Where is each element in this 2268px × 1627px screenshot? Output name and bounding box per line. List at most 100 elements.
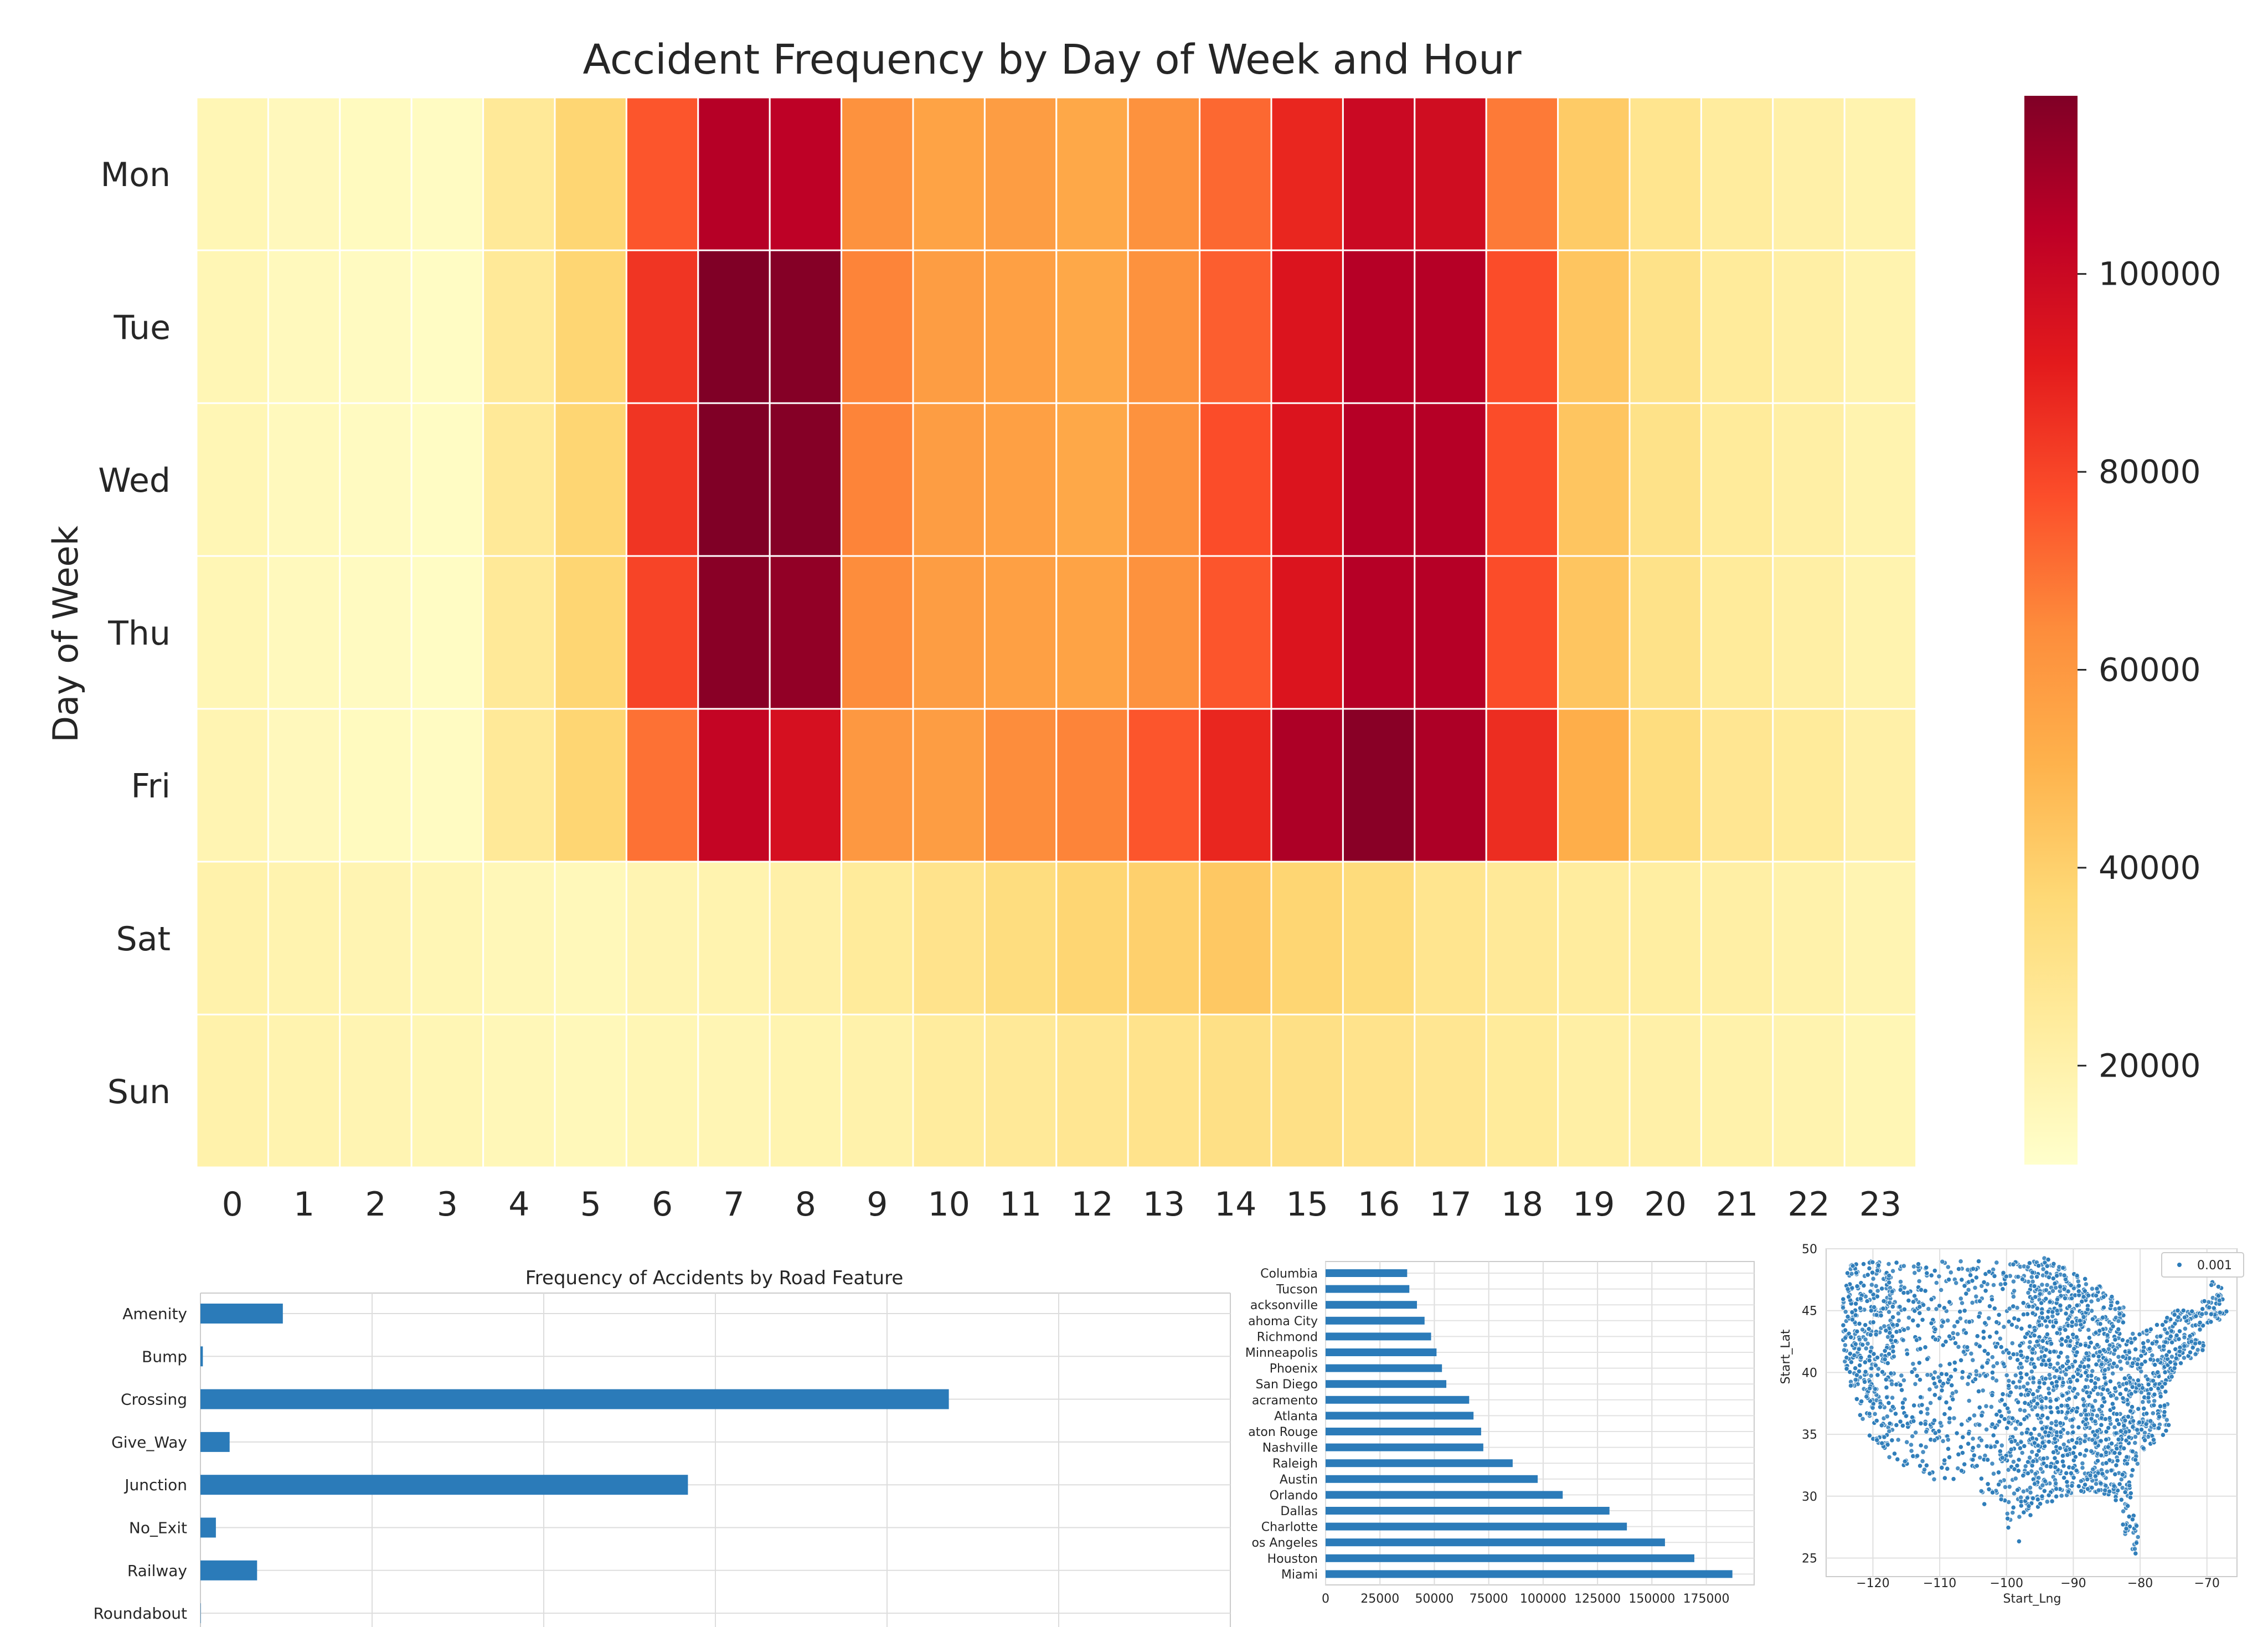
heatmap-cells bbox=[195, 96, 1918, 1168]
scatter-point bbox=[2042, 1381, 2047, 1386]
scatter-point bbox=[1898, 1279, 1904, 1285]
heatmap-cell bbox=[1628, 1013, 1702, 1168]
scatter-point bbox=[2081, 1314, 2086, 1320]
legend-marker bbox=[2177, 1263, 2182, 1267]
scatter-point bbox=[2075, 1279, 2081, 1284]
scatter-point bbox=[1894, 1260, 1899, 1265]
scatter-point bbox=[2076, 1283, 2081, 1289]
heatmap-cell bbox=[983, 96, 1058, 251]
scatter-point bbox=[2099, 1422, 2104, 1428]
heatmap-cell bbox=[625, 402, 699, 557]
scatter-point bbox=[1941, 1381, 1946, 1387]
scatter-point bbox=[1853, 1301, 1859, 1306]
city-label: Austin bbox=[1280, 1473, 1318, 1487]
heatmap-cell bbox=[1127, 708, 1201, 863]
scatter-point bbox=[1984, 1444, 1989, 1449]
scatter-point bbox=[2016, 1457, 2022, 1463]
scatter-point bbox=[2051, 1261, 2056, 1266]
scatter-point bbox=[2074, 1378, 2080, 1383]
heatmap-y-tick-label: Sun bbox=[107, 1073, 171, 1111]
scatter-point bbox=[1895, 1456, 1900, 1462]
scatter-point bbox=[1993, 1344, 1999, 1350]
scatter-point bbox=[1940, 1259, 1945, 1264]
scatter-point bbox=[1871, 1351, 1877, 1357]
scatter-point bbox=[2050, 1324, 2056, 1329]
scatter-point bbox=[1960, 1434, 1966, 1440]
scatter-point bbox=[2112, 1337, 2118, 1342]
scatter-point bbox=[1850, 1263, 1855, 1269]
scatter-point bbox=[2105, 1332, 2110, 1338]
scatter-point bbox=[2040, 1413, 2045, 1418]
scatter-point bbox=[2102, 1487, 2108, 1493]
scatter-point bbox=[1973, 1368, 1979, 1374]
scatter-point bbox=[2197, 1340, 2203, 1346]
heatmap-title: Accident Frequency by Day of Week and Ho… bbox=[583, 36, 1522, 84]
scatter-point bbox=[1994, 1412, 1999, 1418]
scatter-point bbox=[1998, 1281, 2003, 1287]
scatter-point bbox=[2100, 1386, 2106, 1392]
scatter-point bbox=[1953, 1280, 1959, 1286]
scatter-point bbox=[2124, 1454, 2130, 1460]
scatter-point bbox=[2138, 1353, 2144, 1358]
scatter-point bbox=[2045, 1315, 2050, 1320]
scatter-point bbox=[2139, 1362, 2145, 1367]
scatter-point bbox=[2138, 1427, 2145, 1433]
scatter-point bbox=[1886, 1273, 1892, 1278]
scatter-point bbox=[1906, 1315, 1911, 1320]
scatter-point bbox=[2017, 1343, 2023, 1348]
scatter-point bbox=[2137, 1419, 2142, 1425]
heatmap-x-tick-label: 0 bbox=[222, 1185, 243, 1224]
scatter-point bbox=[2080, 1460, 2085, 1466]
heatmap-x-tick-label: 15 bbox=[1286, 1185, 1328, 1224]
scatter-point bbox=[2012, 1288, 2017, 1294]
scatter-point bbox=[2182, 1343, 2187, 1349]
scatter-point bbox=[2102, 1375, 2107, 1381]
scatter-point bbox=[1881, 1298, 1886, 1304]
scatter-point bbox=[2207, 1305, 2212, 1310]
scatter-point bbox=[2187, 1350, 2193, 1355]
scatter-point bbox=[2097, 1349, 2102, 1355]
city-bar bbox=[1326, 1285, 1410, 1293]
scatter-point bbox=[1932, 1438, 1937, 1443]
scatter-point bbox=[1904, 1439, 1910, 1445]
scatter-point bbox=[1920, 1449, 1926, 1455]
scatter-point bbox=[1873, 1332, 1879, 1337]
scatter-point bbox=[1861, 1283, 1867, 1288]
scatter-point bbox=[1872, 1386, 1878, 1392]
scatter-point bbox=[2058, 1302, 2063, 1308]
scatter-point bbox=[2074, 1409, 2079, 1414]
scatter-point bbox=[1900, 1423, 1905, 1428]
scatter-point bbox=[2024, 1495, 2030, 1501]
scatter-point bbox=[1900, 1400, 1906, 1405]
scatter-point bbox=[1879, 1423, 1884, 1428]
scatter-point bbox=[1882, 1324, 1887, 1329]
scatter-point bbox=[1972, 1285, 1978, 1290]
heatmap-cell bbox=[195, 861, 269, 1016]
scatter-point bbox=[2169, 1340, 2175, 1345]
city-bar bbox=[1326, 1475, 1538, 1483]
scatter-point bbox=[2071, 1444, 2077, 1450]
scatter-point bbox=[2047, 1372, 2052, 1378]
scatter-point bbox=[2112, 1450, 2117, 1455]
scatter-point bbox=[2021, 1384, 2027, 1389]
heatmap-cell bbox=[1485, 861, 1559, 1016]
scatter-point bbox=[2017, 1514, 2022, 1520]
heatmap-cell bbox=[1055, 96, 1129, 251]
heatmap-cell bbox=[625, 861, 699, 1016]
scatter-point bbox=[2063, 1338, 2069, 1344]
scatter-point bbox=[2157, 1344, 2162, 1350]
scatter-point bbox=[2000, 1392, 2006, 1397]
heatmap-y-axis-label: Day of Week bbox=[45, 526, 86, 743]
scatter-point bbox=[1950, 1391, 1955, 1396]
scatter-point bbox=[2217, 1310, 2223, 1315]
scatter-point bbox=[2151, 1402, 2157, 1408]
scatter-y-tick-label: 45 bbox=[1802, 1305, 1817, 1319]
scatter-point bbox=[1901, 1263, 1906, 1269]
heatmap-cell bbox=[769, 708, 843, 863]
scatter-point bbox=[1978, 1438, 1984, 1443]
heatmap-cell bbox=[1772, 555, 1846, 710]
heatmap-x-tick-label: 5 bbox=[580, 1185, 601, 1224]
scatter-point bbox=[2011, 1279, 2016, 1284]
scatter-point bbox=[1915, 1323, 1921, 1329]
scatter-point bbox=[2107, 1415, 2112, 1421]
